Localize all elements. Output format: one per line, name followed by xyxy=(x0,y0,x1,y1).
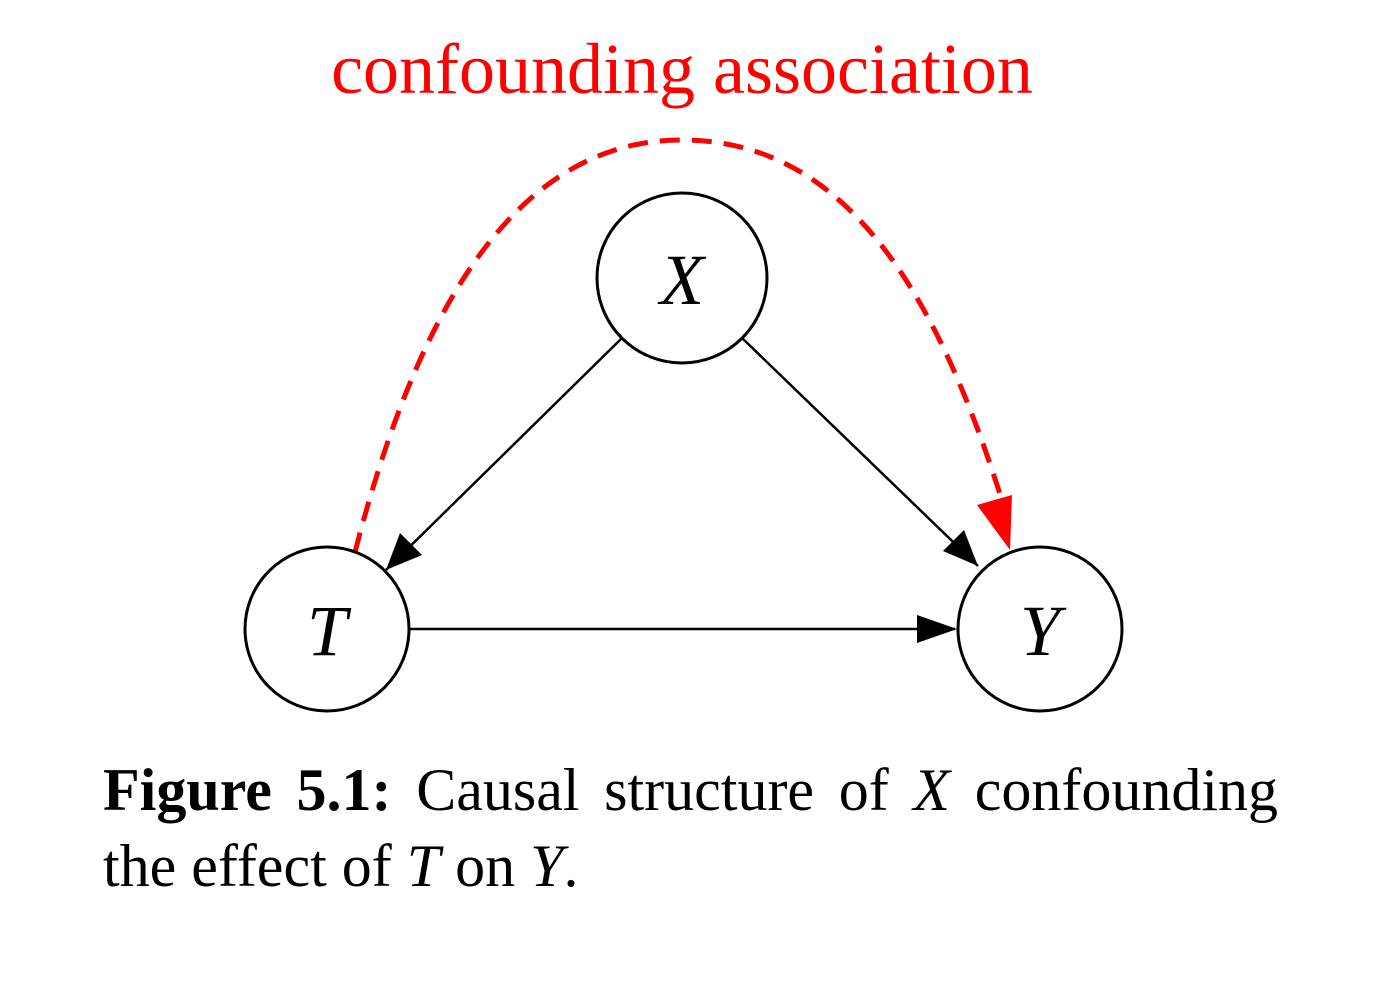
node-y-label: Y xyxy=(1020,591,1067,671)
caption-text-3: on xyxy=(455,833,516,899)
caption-var-x: X xyxy=(913,757,951,823)
caption-text-4: . xyxy=(563,833,579,899)
confounding-association-label: confounding association xyxy=(331,29,1033,109)
node-x: X xyxy=(595,191,769,365)
causal-diagram: confounding association X T Y xyxy=(243,29,1124,713)
figure-label: Figure 5.1: xyxy=(103,757,392,823)
edge-x-to-y xyxy=(741,337,979,567)
caption-text-1: Causal structure of xyxy=(416,757,889,823)
caption-var-t: T xyxy=(406,833,441,899)
edge-x-to-y-arrowhead xyxy=(943,530,978,566)
edge-x-to-t xyxy=(385,337,623,571)
node-y: Y xyxy=(956,545,1124,713)
caption-text-2: confounding the effect of xyxy=(103,757,1278,899)
node-t-label: T xyxy=(307,591,352,671)
confounding-association-arrowhead xyxy=(977,495,1012,550)
node-x-label: X xyxy=(657,240,707,320)
caption-var-y: Y xyxy=(530,833,564,899)
figure-caption: Figure 5.1: Causal structure of X confou… xyxy=(103,752,1278,904)
node-t: T xyxy=(243,545,411,713)
edge-x-to-t-arrowhead xyxy=(386,533,422,570)
edge-t-to-y-arrowhead xyxy=(917,615,957,643)
